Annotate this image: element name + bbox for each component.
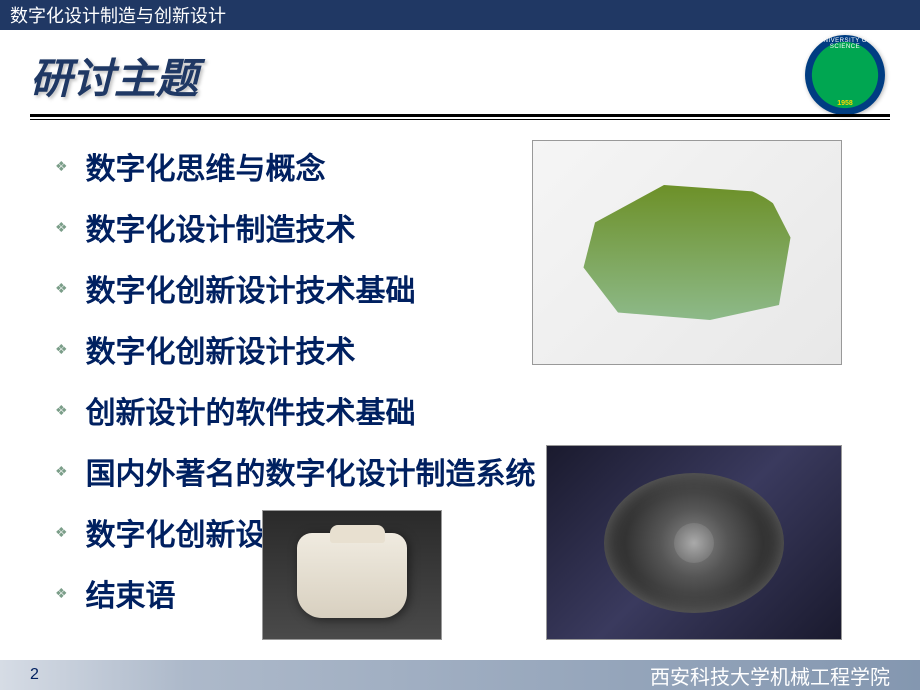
engine-image [546,445,842,640]
jet-engine-icon [604,473,784,613]
list-item: ❖ 创新设计的软件技术基础 [55,388,880,432]
course-title: 数字化设计制造与创新设计 [10,2,226,28]
bullet-text: 国内外著名的数字化设计制造系统 [86,449,536,493]
title-area: 研讨主题 [0,30,920,114]
bullet-text: 数字化思维与概念 [86,144,326,188]
diamond-bullet-icon: ❖ [55,280,68,297]
page-number: 2 [30,666,39,684]
header-bar: 数字化设计制造与创新设计 [0,0,920,30]
diamond-bullet-icon: ❖ [55,585,68,602]
page-title: 研讨主题 [30,45,920,106]
diamond-bullet-icon: ❖ [55,463,68,480]
footer-bar: 2 西安科技大学机械工程学院 [0,660,920,690]
bullet-text: 数字化创新设计技术 [86,327,356,371]
bullet-text: 数字化创新设计技术基础 [86,266,416,310]
appliance-image [262,510,442,640]
bullet-text: 创新设计的软件技术基础 [86,388,416,432]
diamond-bullet-icon: ❖ [55,341,68,358]
diamond-bullet-icon: ❖ [55,158,68,175]
diamond-bullet-icon: ❖ [55,402,68,419]
bullet-text: 数字化设计制造技术 [86,205,356,249]
cad-model-image [532,140,842,365]
food-processor-icon [297,533,407,618]
aircraft-cad-icon [572,178,802,328]
institution-name: 西安科技大学机械工程学院 [650,661,890,690]
diamond-bullet-icon: ❖ [55,219,68,236]
bullet-text: 结束语 [86,571,176,615]
diamond-bullet-icon: ❖ [55,524,68,541]
